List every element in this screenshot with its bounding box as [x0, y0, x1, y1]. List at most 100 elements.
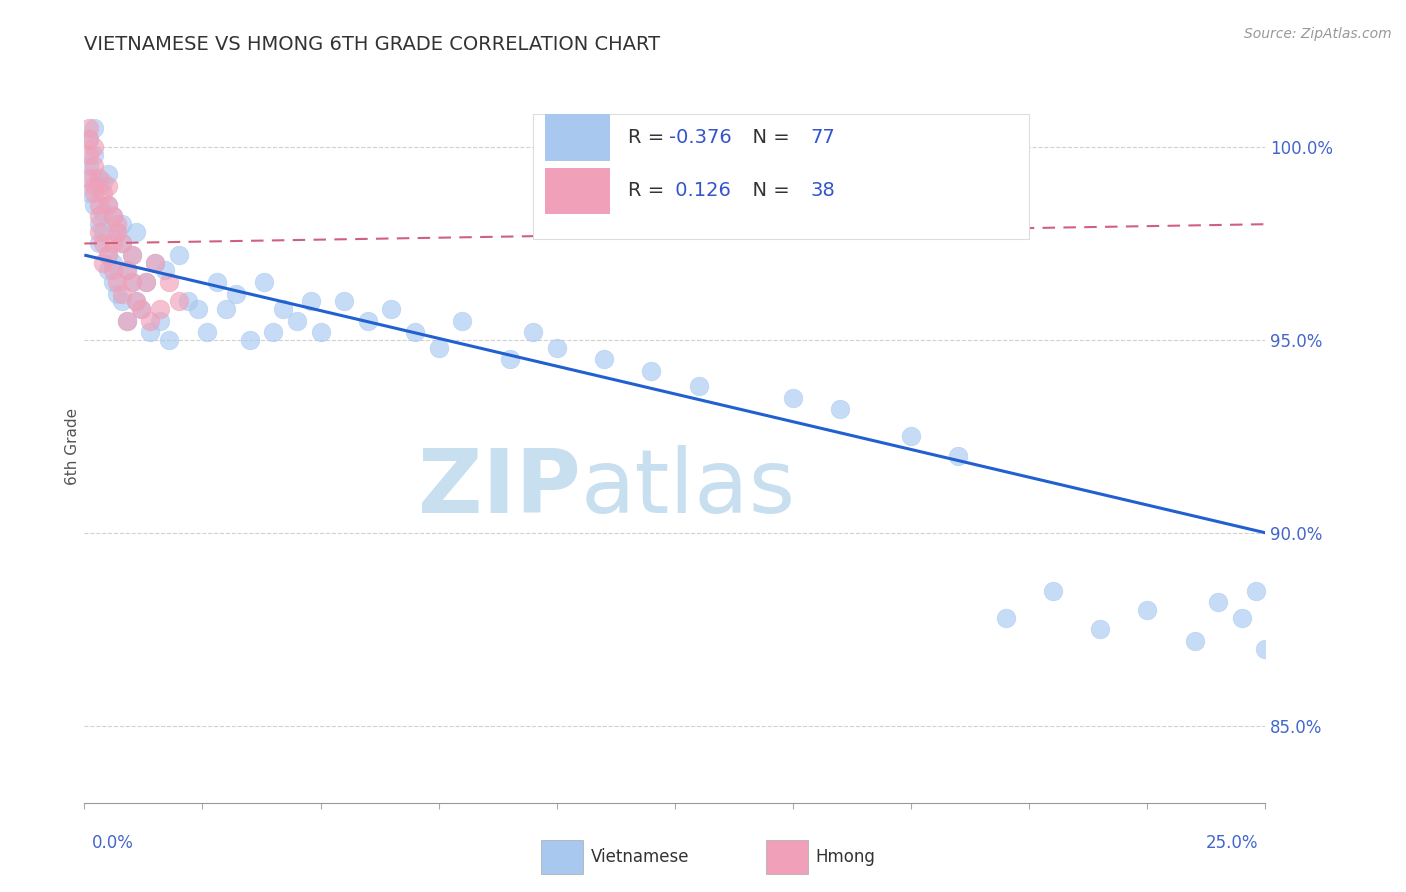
Point	[253, 275, 276, 289]
Point	[498, 352, 520, 367]
Text: Source: ZipAtlas.com: Source: ZipAtlas.com	[1244, 27, 1392, 41]
Text: atlas: atlas	[581, 445, 796, 533]
Point	[427, 341, 450, 355]
Point	[87, 210, 110, 224]
Text: 0.126: 0.126	[669, 181, 731, 200]
Point	[1254, 641, 1277, 656]
Point	[111, 217, 134, 231]
Text: ZIP: ZIP	[418, 445, 581, 533]
Point	[157, 333, 180, 347]
Point	[1136, 603, 1159, 617]
Text: R =: R =	[627, 181, 671, 200]
Point	[87, 178, 110, 193]
Point	[1088, 622, 1111, 636]
Point	[83, 186, 105, 201]
Point	[77, 132, 100, 146]
Point	[101, 236, 124, 251]
Point	[333, 294, 356, 309]
Point	[121, 248, 143, 262]
Point	[143, 256, 166, 270]
Point	[111, 236, 134, 251]
Point	[77, 170, 100, 185]
Point	[149, 301, 172, 316]
Point	[139, 325, 162, 339]
Point	[77, 186, 100, 201]
Point	[83, 198, 105, 212]
Text: 77: 77	[811, 128, 835, 146]
Point	[135, 275, 157, 289]
FancyBboxPatch shape	[546, 168, 610, 214]
Point	[153, 263, 176, 277]
Point	[195, 325, 218, 339]
Point	[83, 120, 105, 135]
Point	[129, 301, 152, 316]
Point	[404, 325, 426, 339]
Point	[87, 170, 110, 185]
Point	[143, 256, 166, 270]
Point	[225, 286, 247, 301]
Point	[97, 198, 120, 212]
Point	[357, 313, 380, 327]
Text: 38: 38	[811, 181, 835, 200]
Text: VIETNAMESE VS HMONG 6TH GRADE CORRELATION CHART: VIETNAMESE VS HMONG 6TH GRADE CORRELATIO…	[84, 35, 661, 54]
Point	[1244, 583, 1267, 598]
Point	[91, 186, 114, 201]
Point	[129, 301, 152, 316]
Point	[107, 286, 129, 301]
Point	[593, 352, 616, 367]
Point	[77, 120, 100, 135]
Y-axis label: 6th Grade: 6th Grade	[65, 408, 80, 484]
Point	[215, 301, 238, 316]
Point	[87, 236, 110, 251]
Point	[546, 341, 568, 355]
Point	[101, 210, 124, 224]
Point	[125, 294, 148, 309]
Point	[97, 167, 120, 181]
Point	[948, 449, 970, 463]
Point	[91, 205, 114, 219]
Point	[83, 140, 105, 154]
Point	[97, 178, 120, 193]
Point	[125, 294, 148, 309]
Point	[239, 333, 262, 347]
Point	[121, 275, 143, 289]
Point	[205, 275, 228, 289]
Point	[900, 429, 922, 443]
Point	[111, 294, 134, 309]
Text: 0.0%: 0.0%	[91, 834, 134, 852]
Point	[97, 248, 120, 262]
Point	[107, 217, 129, 231]
Point	[309, 325, 332, 339]
Point	[91, 225, 114, 239]
Point	[101, 256, 124, 270]
Text: N =: N =	[740, 181, 796, 200]
Point	[101, 210, 124, 224]
Point	[115, 313, 138, 327]
Point	[994, 610, 1017, 624]
Point	[157, 275, 180, 289]
Point	[688, 379, 710, 393]
Point	[380, 301, 402, 316]
Point	[187, 301, 209, 316]
Point	[1230, 610, 1253, 624]
Point	[83, 178, 105, 193]
Point	[177, 294, 200, 309]
FancyBboxPatch shape	[533, 114, 1029, 239]
Point	[111, 286, 134, 301]
Point	[115, 263, 138, 277]
Point	[167, 248, 190, 262]
Point	[167, 294, 190, 309]
Point	[107, 275, 129, 289]
Point	[107, 225, 129, 239]
FancyBboxPatch shape	[546, 114, 610, 161]
Point	[115, 313, 138, 327]
Point	[97, 248, 120, 262]
Point	[135, 275, 157, 289]
Point	[91, 236, 114, 251]
Point	[77, 148, 100, 162]
Point	[121, 248, 143, 262]
Point	[87, 217, 110, 231]
Point	[83, 159, 105, 173]
Point	[285, 313, 308, 327]
Point	[262, 325, 284, 339]
